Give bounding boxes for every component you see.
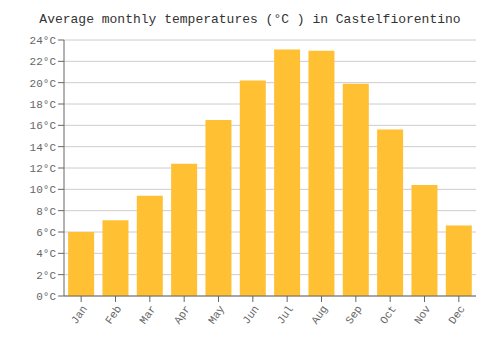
svg-text:22°C: 22°C xyxy=(30,56,57,68)
svg-text:Sep: Sep xyxy=(343,303,364,326)
svg-text:12°C: 12°C xyxy=(30,163,57,175)
svg-text:6°C: 6°C xyxy=(36,227,56,239)
svg-text:2°C: 2°C xyxy=(36,270,56,282)
svg-text:24°C: 24°C xyxy=(30,35,57,47)
html-text:Average monthly temperatures (: Average monthly temperatures (°C ) in Ca… xyxy=(39,12,461,27)
svg-text:Feb: Feb xyxy=(103,303,124,326)
svg-text:0°C: 0°C xyxy=(36,291,56,303)
svg-text:4°C: 4°C xyxy=(36,248,56,260)
svg-text:18°C: 18°C xyxy=(30,99,57,111)
svg-text:20°C: 20°C xyxy=(30,78,57,90)
svg-text:Jun: Jun xyxy=(240,303,261,326)
svg-text:May: May xyxy=(206,303,227,326)
svg-text:Dec: Dec xyxy=(446,303,467,326)
svg-text:8°C: 8°C xyxy=(36,206,56,218)
svg-text:Mar: Mar xyxy=(137,303,158,326)
svg-text:10°C: 10°C xyxy=(30,184,57,196)
svg-text:Jul: Jul xyxy=(275,303,296,326)
svg-text:Nov: Nov xyxy=(412,303,433,326)
svg-text:Aug: Aug xyxy=(309,303,330,326)
svg-text:Apr: Apr xyxy=(172,303,193,326)
svg-text:14°C: 14°C xyxy=(30,142,57,154)
svg-text:Jan: Jan xyxy=(69,303,90,326)
svg-text:Oct: Oct xyxy=(378,303,399,326)
svg-text:16°C: 16°C xyxy=(30,120,57,132)
